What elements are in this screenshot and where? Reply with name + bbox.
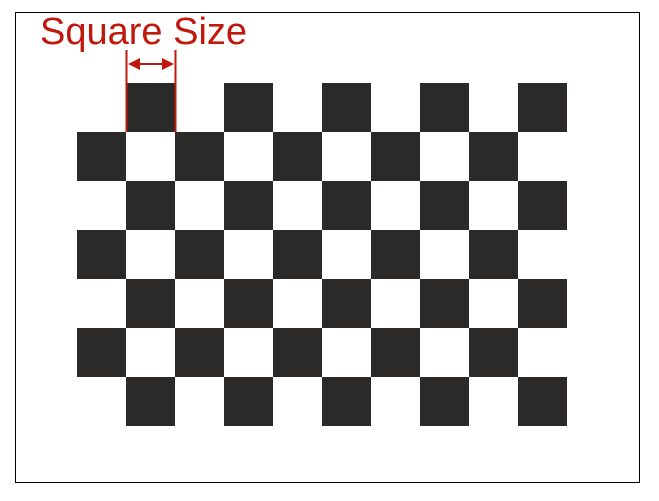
dark-square xyxy=(224,83,273,132)
dark-square xyxy=(175,328,224,377)
dark-square xyxy=(322,279,371,328)
dark-square xyxy=(322,83,371,132)
dark-square xyxy=(420,83,469,132)
dark-square xyxy=(77,328,126,377)
dark-square xyxy=(175,230,224,279)
dark-square xyxy=(224,377,273,426)
dark-square xyxy=(224,279,273,328)
dark-square xyxy=(469,328,518,377)
dark-square xyxy=(518,181,567,230)
dark-square xyxy=(273,328,322,377)
dark-square xyxy=(77,132,126,181)
arrowhead-right-icon xyxy=(162,58,174,70)
dark-square xyxy=(126,279,175,328)
square-size-label: Square Size xyxy=(40,11,248,53)
dark-square xyxy=(126,83,175,132)
dark-square xyxy=(518,279,567,328)
arrowhead-left-icon xyxy=(128,58,140,70)
dark-square xyxy=(273,132,322,181)
dark-square xyxy=(175,132,224,181)
dark-square xyxy=(322,181,371,230)
dark-square xyxy=(224,181,273,230)
dark-square xyxy=(518,83,567,132)
dark-square xyxy=(371,328,420,377)
dark-square xyxy=(77,230,126,279)
dark-square xyxy=(371,132,420,181)
dark-square xyxy=(126,377,175,426)
dark-square xyxy=(371,230,420,279)
dark-square xyxy=(420,181,469,230)
dark-square xyxy=(322,377,371,426)
dark-square xyxy=(126,181,175,230)
dark-square xyxy=(469,132,518,181)
dark-square xyxy=(518,377,567,426)
dark-square xyxy=(469,230,518,279)
dark-square xyxy=(273,230,322,279)
dark-square xyxy=(420,279,469,328)
dark-square xyxy=(420,377,469,426)
